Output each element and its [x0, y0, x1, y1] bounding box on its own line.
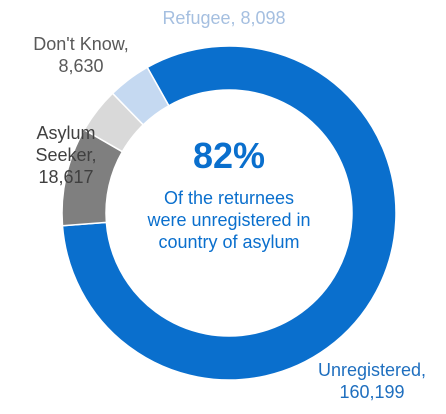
center-text-line: were unregistered in [146, 210, 310, 230]
donut-slices [61, 45, 397, 381]
label-unregistered-line: 160,199 [339, 382, 404, 402]
label-unregistered: Unregistered, 160,199 [318, 360, 426, 402]
slice-unregistered [61, 45, 397, 381]
center-percentage: 82% [193, 135, 265, 176]
data-labels: Unregistered, 160,199 Asylum Seeker, 18,617 D… [33, 8, 426, 402]
center-text-line: country of asylum [158, 232, 299, 252]
center-annotation: 82% Of the returnees were unregistered i… [146, 135, 310, 252]
label-asylum-seeker-line: Seeker, [35, 145, 96, 165]
slice-refugee [111, 66, 170, 126]
center-text-line: Of the returnees [164, 188, 294, 208]
label-asylum-seeker: Asylum Seeker, 18,617 [35, 123, 96, 187]
label-refugee-line: Refugee, 8,098 [162, 8, 285, 28]
label-dont-know-line: 8,630 [58, 56, 103, 76]
label-dont-know-line: Don't Know, [33, 34, 129, 54]
label-refugee: Refugee, 8,098 [162, 8, 285, 28]
label-unregistered-line: Unregistered, [318, 360, 426, 380]
label-dont-know: Don't Know, 8,630 [33, 34, 129, 76]
label-asylum-seeker-line: 18,617 [38, 167, 93, 187]
label-asylum-seeker-line: Asylum [36, 123, 95, 143]
